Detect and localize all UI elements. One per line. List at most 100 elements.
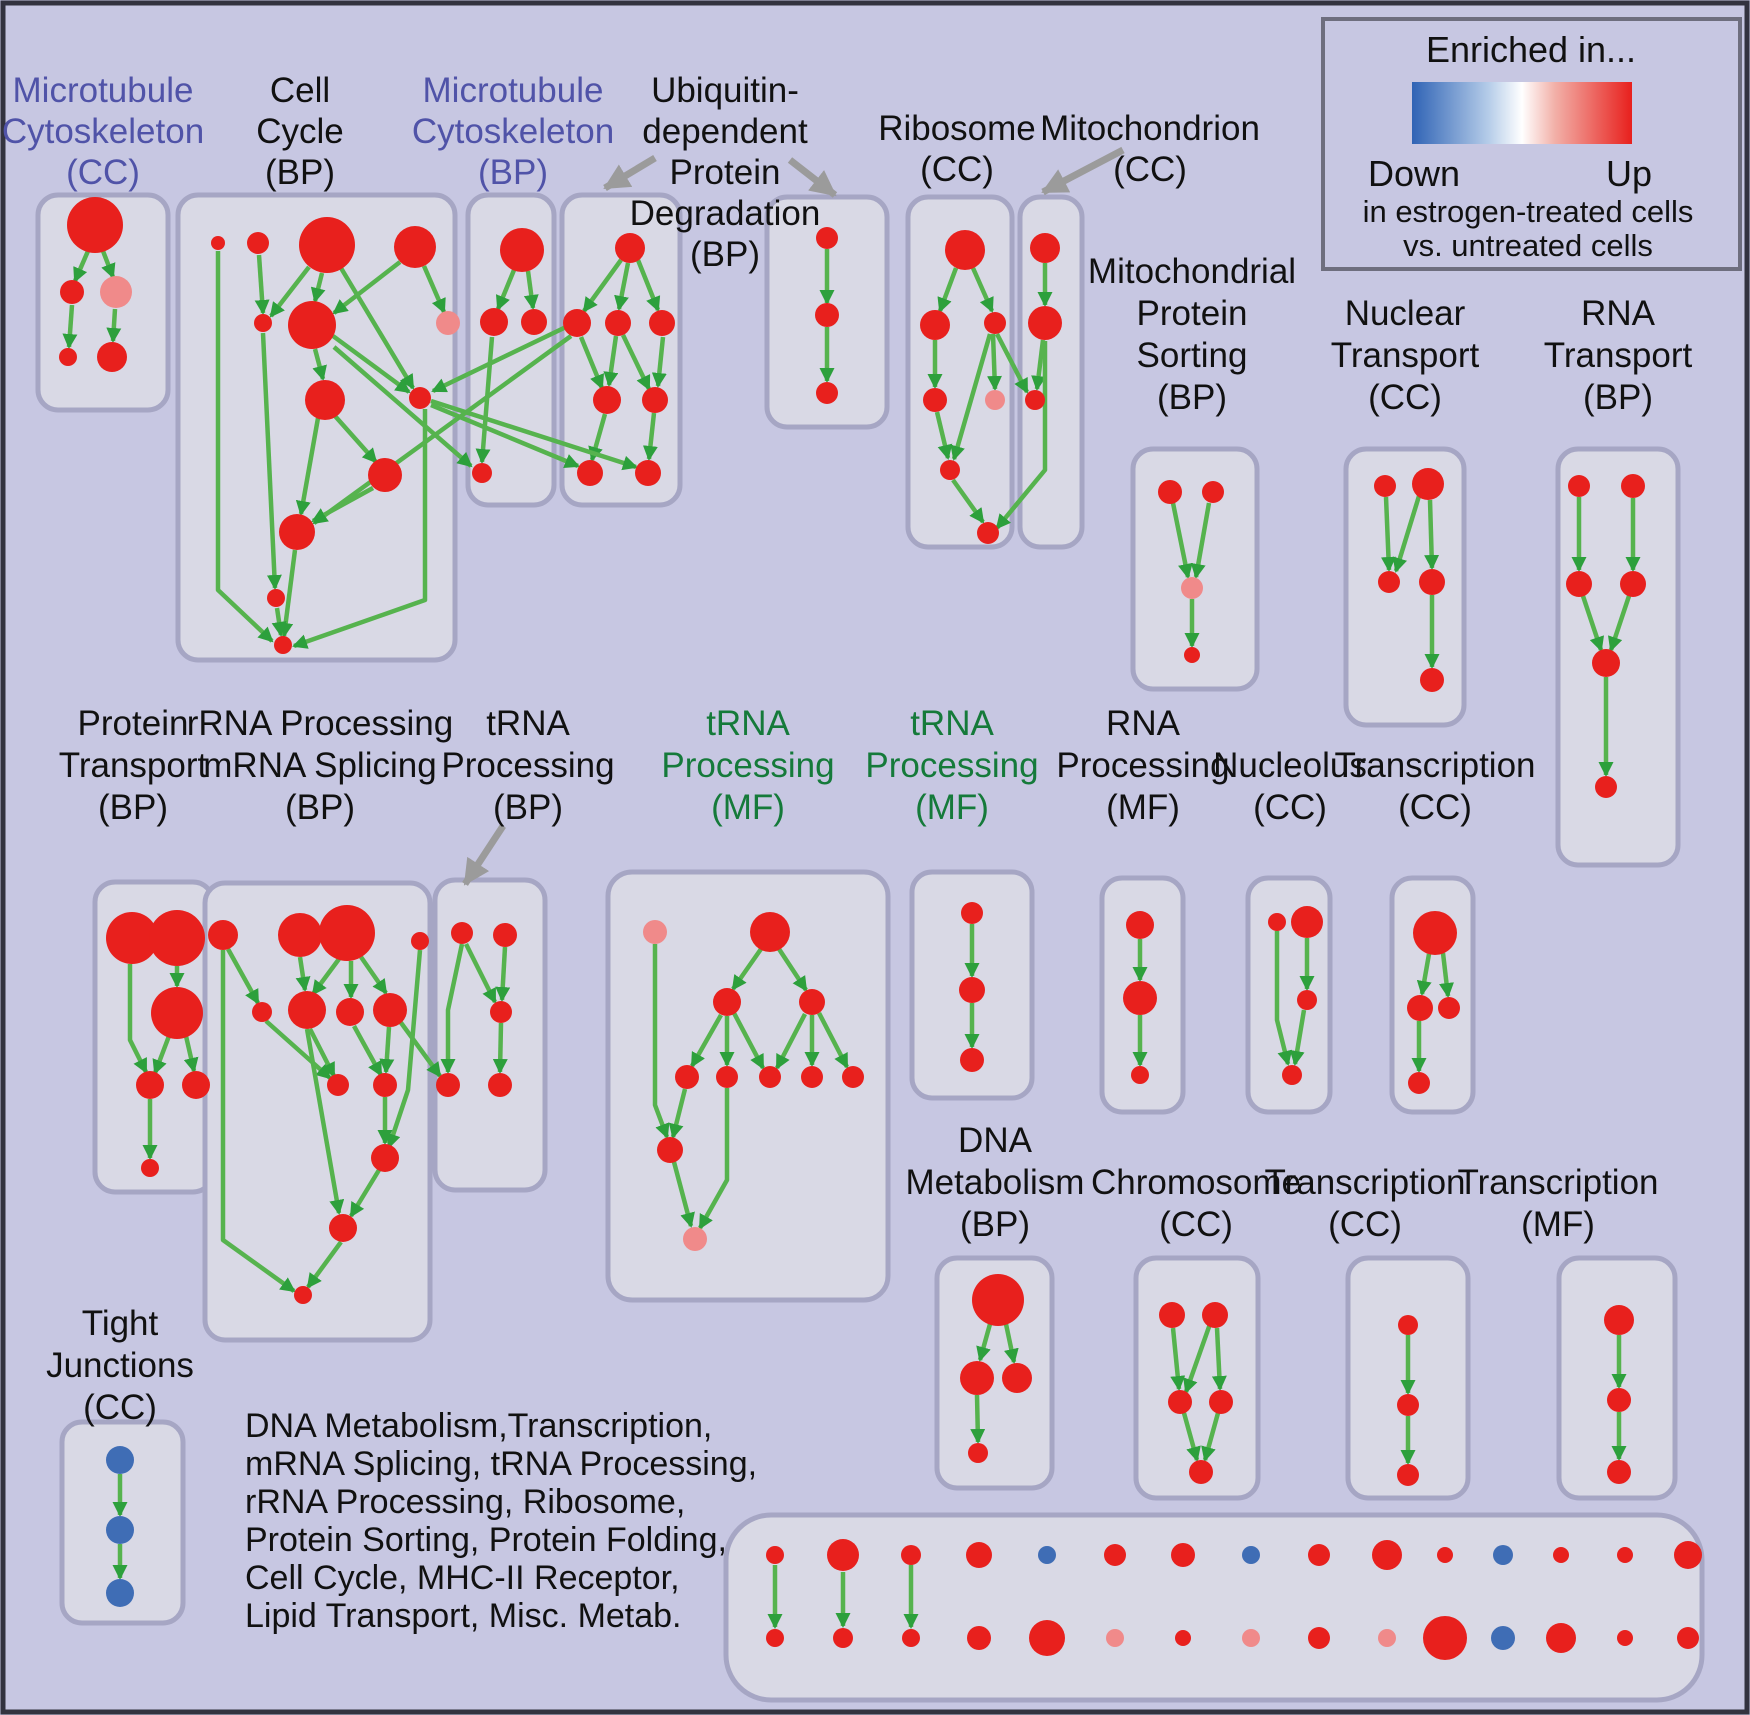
label-line: (BP) — [1157, 378, 1227, 417]
go-term-node-up — [657, 1137, 683, 1163]
pointer-arrow — [787, 157, 838, 198]
edge-arrow — [62, 304, 78, 349]
label-line: (BP) — [265, 153, 335, 192]
edge-arrow — [732, 1011, 765, 1070]
go-term-node-up — [635, 460, 661, 486]
edge-arrow — [220, 950, 296, 1293]
go-term-node-up — [1419, 569, 1445, 595]
go-term-node-up — [605, 310, 631, 336]
go-term-node-up — [106, 912, 158, 964]
go-term-node-up — [299, 217, 355, 273]
go-term-node-weak-up — [643, 920, 667, 944]
edge-arrow — [333, 414, 378, 464]
go-term-node-down — [106, 1516, 134, 1544]
go-term-node-up — [967, 1626, 991, 1650]
label-line: (BP) — [285, 788, 355, 827]
edge-arrow — [603, 335, 619, 387]
go-term-node-up — [368, 458, 402, 492]
label-line: Processing — [441, 746, 614, 785]
label-line: Nuclear — [1345, 294, 1466, 333]
go-term-node-up — [211, 236, 225, 250]
label-chromosome-cc: Chromosome(CC) — [1091, 1163, 1301, 1244]
edge-arrow — [311, 957, 341, 996]
edge-arrow — [106, 308, 122, 343]
cluster-box-ribosome-cc — [905, 194, 1015, 550]
go-term-node-down — [1493, 1545, 1513, 1565]
go-term-node-up — [267, 589, 285, 607]
label-line: Protein — [78, 704, 189, 743]
edge-arrow — [1190, 502, 1212, 579]
go-term-node-up — [563, 309, 591, 337]
go-term-node-up — [1420, 668, 1444, 692]
edge-arrow — [312, 348, 327, 381]
go-term-node-up — [827, 1539, 859, 1571]
go-term-node-up — [1553, 1547, 1569, 1563]
go-term-node-up — [436, 1073, 460, 1097]
go-term-node-up — [1566, 571, 1592, 597]
label-line: Cytoskeleton — [2, 112, 204, 151]
go-term-node-up — [759, 1066, 781, 1088]
edge-arrow — [421, 265, 447, 314]
go-term-node-weak-up — [436, 311, 460, 335]
nodes-layer — [59, 197, 1702, 1660]
misc-terms-line: Protein Sorting, Protein Folding, — [245, 1521, 727, 1559]
pointer-arrow — [1041, 146, 1125, 196]
edge-arrow — [271, 607, 287, 637]
edge-arrow — [995, 332, 1029, 394]
label-line: Transport — [59, 746, 208, 785]
go-term-node-up — [480, 308, 508, 336]
label-line: RNA — [1106, 704, 1181, 743]
label-line: (BP) — [690, 235, 760, 274]
edge-arrow — [332, 260, 402, 315]
label-line: Sorting — [1137, 336, 1248, 375]
go-term-node-up — [472, 463, 492, 483]
go-term-node-up — [488, 1073, 512, 1097]
go-term-node-up — [984, 312, 1006, 334]
go-term-node-weak-up — [1106, 1629, 1124, 1647]
label-line: Microtubule — [423, 71, 604, 110]
go-term-node-up — [329, 1214, 357, 1242]
cluster-dna-metabolism-bp — [934, 1255, 1055, 1491]
edge-arrow — [1181, 1412, 1201, 1462]
go-term-node-up — [493, 923, 517, 947]
go-term-node-up — [1202, 481, 1224, 503]
label-line: (MF) — [915, 788, 989, 827]
edge-arrow — [731, 947, 763, 991]
label-line: Transport — [1331, 336, 1480, 375]
cluster-mitochondrion-cc — [1017, 194, 1085, 550]
edge-arrow — [523, 270, 539, 310]
go-term-node-weak-up — [985, 390, 1005, 410]
edge-arrow — [1211, 1327, 1227, 1391]
cluster-nuclear-transport-cc — [1343, 446, 1467, 728]
misc-terms-line: Cell Cycle, MHC-II Receptor, — [245, 1559, 680, 1597]
go-term-node-up — [842, 1066, 864, 1088]
edge-arrow — [970, 1394, 986, 1444]
edge-arrow — [1170, 1327, 1186, 1391]
go-term-node-weak-up — [683, 1227, 707, 1251]
label-transcription-cc-bottom: Transcription(CC) — [1265, 1163, 1466, 1244]
go-term-node-up — [1607, 1460, 1631, 1484]
go-term-node-up — [1397, 1464, 1419, 1486]
label-line: Degradation — [630, 194, 821, 233]
edge-arrow — [620, 334, 652, 391]
go-term-node-up — [278, 913, 322, 957]
label-ubiquitin-bp: Ubiquitin-dependentProteinDegradation(BP… — [630, 71, 821, 274]
edge-arrow — [72, 250, 91, 283]
go-term-node-up — [136, 1071, 164, 1099]
cluster-mixed-terms — [723, 1512, 1705, 1703]
go-term-node-up — [816, 227, 838, 249]
label-line: dependent — [642, 112, 808, 151]
edge-arrow — [937, 267, 959, 313]
go-term-node-up — [960, 1361, 994, 1395]
go-term-node-up — [675, 1065, 699, 1089]
edge-arrow — [970, 267, 995, 313]
go-term-node-up — [713, 988, 741, 1016]
go-term-node-up — [1398, 1315, 1418, 1335]
edge-arrow — [817, 1011, 849, 1069]
